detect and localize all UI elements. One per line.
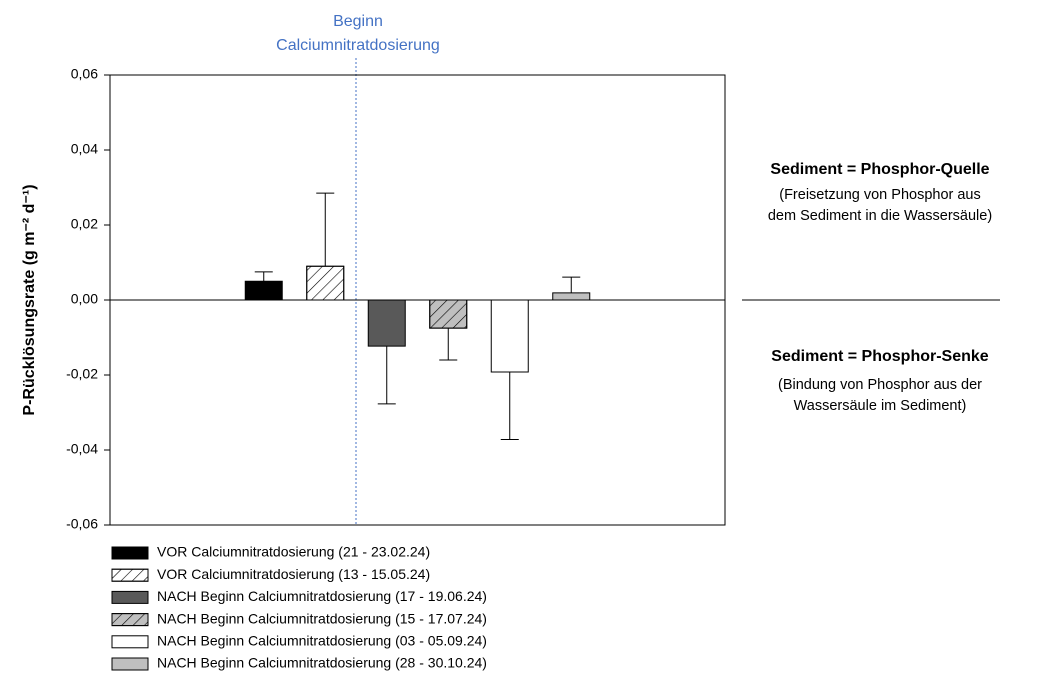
legend-hatch: [111, 613, 149, 627]
legend-label: VOR Calciumnitratdosierung (21 - 23.02.2…: [157, 544, 430, 560]
bar-hatch: [429, 299, 468, 329]
annotation: Beginn: [333, 13, 383, 30]
legend-swatch: [111, 657, 149, 671]
y-tick-label: -0,04: [66, 441, 98, 457]
annotation: dem Sediment in die Wassersäule): [768, 208, 992, 224]
legend-label: NACH Beginn Calciumnitratdosierung (15 -…: [157, 610, 487, 626]
annotation: (Bindung von Phosphor aus der: [778, 377, 982, 393]
bar-hatch: [306, 265, 345, 301]
annotation: (Freisetzung von Phosphor aus: [779, 187, 981, 203]
legend-label: NACH Beginn Calciumnitratdosierung (03 -…: [157, 633, 487, 649]
legend-label: NACH Beginn Calciumnitratdosierung (28 -…: [157, 655, 487, 671]
legend-swatch: [111, 635, 149, 649]
annotation-title: Sediment = Phosphor-Quelle: [770, 161, 989, 178]
y-tick-label: 0,00: [71, 291, 98, 307]
y-axis-label: P-Rücklösungsrate (g m⁻² d⁻¹): [21, 184, 38, 415]
annotation-title: Sediment = Phosphor-Senke: [771, 348, 988, 365]
y-tick-label: -0,06: [66, 516, 98, 532]
bar: [367, 299, 406, 347]
bar: [490, 299, 529, 373]
legend-label: NACH Beginn Calciumnitratdosierung (17 -…: [157, 588, 487, 604]
bar: [552, 292, 591, 301]
y-tick-label: -0,02: [66, 366, 98, 382]
annotation: Wassersäule im Sediment): [794, 398, 967, 414]
legend-hatch: [111, 568, 149, 582]
legend-swatch: [111, 590, 149, 604]
y-tick-label: 0,06: [71, 66, 98, 82]
bar: [244, 280, 283, 301]
legend-swatch: [111, 546, 149, 560]
annotation: Calciumnitratdosierung: [276, 37, 440, 54]
y-tick-label: 0,02: [71, 216, 98, 232]
y-tick-label: 0,04: [71, 141, 98, 157]
legend-label: VOR Calciumnitratdosierung (13 - 15.05.2…: [157, 566, 430, 582]
